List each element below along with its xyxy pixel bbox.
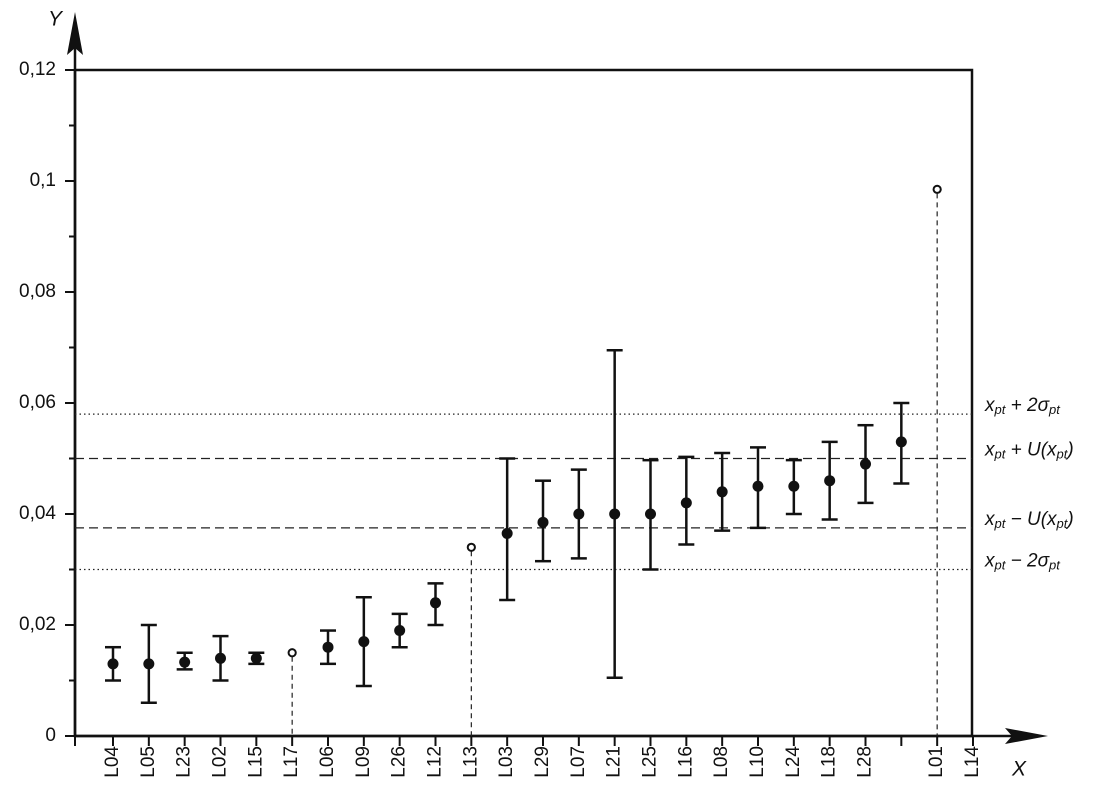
point: [716, 486, 728, 498]
point: [860, 458, 871, 470]
x-tick-label: L28: [855, 746, 876, 778]
label-part: x: [984, 395, 996, 416]
x-tick-label: L16: [675, 746, 696, 778]
x-axis-arrow: [1005, 728, 1048, 744]
x-tick-label: L23: [174, 746, 195, 778]
point: [250, 652, 262, 664]
x-tick-label: L05: [138, 746, 159, 778]
x-tick-label: L13: [460, 746, 481, 778]
open-point: [932, 184, 942, 194]
point: [143, 658, 155, 670]
label-part: − 2σ: [1005, 551, 1050, 572]
x-tick-label: L26: [389, 746, 410, 778]
y-tick-label: 0,06: [19, 392, 56, 413]
reference-label-text: xpt + 2σpt: [984, 395, 1061, 417]
point: [179, 656, 191, 668]
label-part: x: [984, 551, 996, 572]
label-part: ): [1065, 509, 1073, 530]
point: [609, 508, 621, 520]
x-tick-label: L12: [425, 746, 446, 778]
x-tick-label: L15: [245, 746, 266, 778]
point: [358, 636, 370, 648]
x-tick-label: L08: [711, 746, 732, 778]
point: [824, 475, 836, 487]
point: [430, 597, 441, 609]
point: [788, 480, 800, 492]
point: [680, 497, 692, 509]
y-tick-label: 0,08: [19, 281, 56, 302]
point: [501, 527, 513, 539]
reference-label: xpt − U(xpt): [984, 509, 1074, 531]
label-part: x: [984, 509, 996, 530]
point: [322, 641, 334, 653]
x-tick-label: L14: [962, 746, 983, 778]
x-tick-label: L04: [102, 746, 123, 778]
label-part: pt: [1048, 558, 1061, 573]
label-part: pt: [994, 516, 1007, 531]
point: [573, 508, 585, 520]
label-part: pt: [994, 403, 1007, 418]
open-point: [287, 648, 297, 658]
label-part: pt: [1056, 516, 1069, 531]
reference-label: xpt + 2σpt: [984, 395, 1061, 417]
x-tick-label: L07: [568, 746, 589, 778]
x-tick-label: L06: [317, 746, 338, 778]
label-part: ): [1065, 440, 1073, 461]
y-axis-label: Y: [48, 8, 64, 31]
x-tick-label: L18: [819, 746, 840, 778]
reference-label-text: xpt − 2σpt: [984, 551, 1061, 573]
x-tick-label: L02: [210, 746, 231, 778]
plot-frame: [73, 68, 974, 738]
point: [895, 436, 907, 448]
open-point: [466, 542, 476, 552]
label-part: pt: [994, 447, 1007, 462]
x-tick-label: L01: [926, 746, 947, 778]
reference-label: xpt − 2σpt: [984, 551, 1061, 573]
label-part: − U(x: [1005, 509, 1058, 530]
x-tick-label: L10: [747, 746, 768, 778]
x-tick-label: L09: [353, 746, 374, 778]
y-tick-label: 0,12: [19, 59, 56, 80]
label-part: pt: [1048, 403, 1061, 418]
x-tick-label: L17: [281, 746, 302, 778]
label-part: pt: [1056, 447, 1069, 462]
x-axis-label: X: [1011, 758, 1027, 781]
reference-label-text: xpt − U(xpt): [984, 509, 1074, 531]
label-part: pt: [994, 558, 1007, 573]
point: [537, 516, 549, 528]
point: [215, 652, 226, 664]
point: [752, 480, 764, 492]
x-tick-label: L25: [640, 746, 661, 778]
reference-label: xpt + U(xpt): [984, 440, 1074, 462]
x-tick-label: L29: [532, 746, 553, 778]
y-tick-label: 0: [45, 725, 56, 746]
y-tick-label: 0,1: [30, 170, 56, 191]
reference-label-text: xpt + U(xpt): [984, 440, 1074, 462]
point: [645, 508, 656, 520]
label-part: + 2σ: [1005, 395, 1050, 416]
x-tick-label: L03: [496, 746, 517, 778]
label-part: + U(x: [1005, 440, 1058, 461]
y-tick-label: 0,02: [19, 614, 56, 635]
point: [107, 658, 119, 670]
x-tick-label: L24: [783, 746, 804, 778]
label-part: x: [984, 440, 996, 461]
y-axis-arrow: [67, 12, 83, 55]
y-tick-label: 0,04: [19, 503, 56, 524]
x-tick-label: L21: [604, 746, 625, 778]
point: [394, 625, 406, 637]
